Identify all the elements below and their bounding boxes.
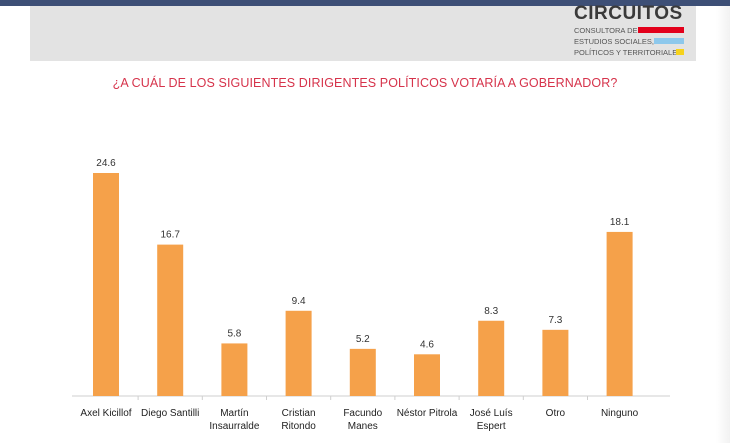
bar-2 [221,343,248,396]
bar-1 [157,244,184,396]
category-label-2-line-1: Insaurralde [209,421,259,432]
circuitos-logo: CIRCUITOS CONSULTORA DE ESTUDIOS SOCIALE… [572,3,692,60]
value-label-4: 5.2 [356,334,370,345]
bar-3 [285,310,312,396]
category-label-0: Axel Kicillof [80,408,131,419]
bar-0 [93,173,119,396]
value-label-2: 5.8 [227,328,241,339]
category-label-3-line-1: Ritondo [281,421,316,432]
header-band [30,6,696,61]
logo-yellow-bar [676,49,684,55]
category-label-8: Ninguno [601,408,639,419]
category-label-3-line-0: Cristian [282,408,316,419]
category-label-1: Diego Santilli [141,408,199,419]
category-label-4-line-0: Facundo [343,408,382,419]
bar-7 [542,329,569,396]
logo-line-3: POLÍTICOS Y TERRITORIALES [574,48,683,57]
chart-title: ¿A CUÁL DE LOS SIGUIENTES DIRIGENTES POL… [112,76,618,90]
logo-title: CIRCUITOS [574,3,683,24]
value-label-0: 24.6 [96,158,116,169]
category-label-6-line-1: Espert [477,421,506,432]
category-label-6-line-0: José Luís [470,408,513,419]
category-label-2-line-0: Martín [220,408,248,419]
logo-blue-bar [654,38,684,44]
bar-5 [414,354,440,396]
bar-6 [478,320,505,396]
page-edge [716,6,730,443]
value-label-6: 8.3 [484,306,498,317]
category-label-4-line-1: Manes [348,421,378,432]
logo-line-1: CONSULTORA DE [574,26,638,35]
bar-4 [349,348,376,396]
category-label-5: Néstor Pitrola [397,408,458,419]
value-label-7: 7.3 [548,315,562,326]
logo-red-bar [638,27,684,33]
bar-8 [606,231,633,396]
top-strip [0,0,730,6]
value-label-5: 4.6 [420,339,434,350]
logo-line-2: ESTUDIOS SOCIALES, [574,37,655,46]
value-label-3: 9.4 [292,296,306,307]
category-label-7: Otro [546,408,566,419]
value-label-8: 18.1 [610,217,630,228]
value-label-1: 16.7 [160,230,180,241]
